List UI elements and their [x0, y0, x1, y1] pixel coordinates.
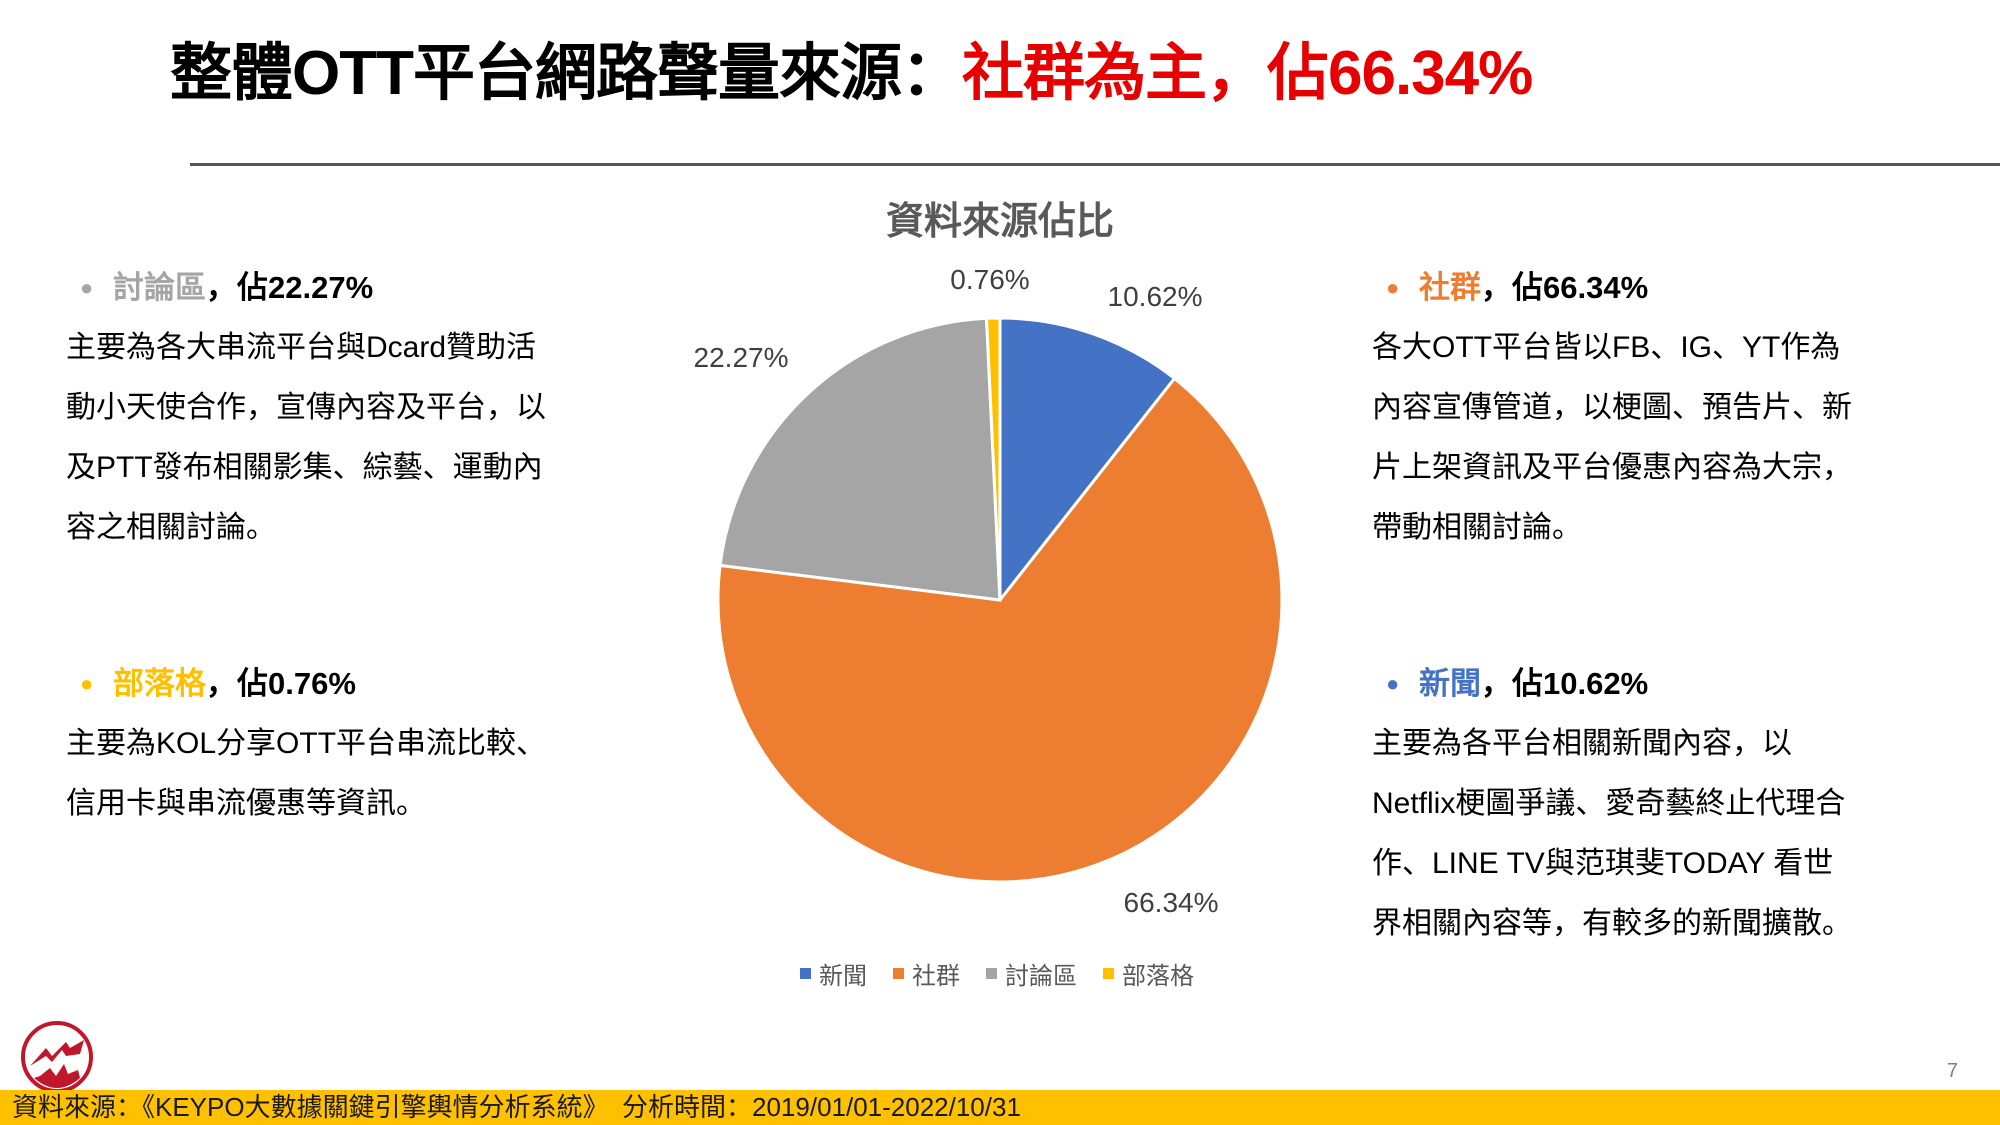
legend-swatch-icon [800, 967, 811, 979]
data-label-news: 10.62% [1107, 281, 1203, 312]
section-share: ，佔66.34% [1481, 270, 1649, 305]
legend-swatch-icon [893, 967, 904, 979]
data-label-social: 66.34% [1123, 887, 1219, 918]
chart-title: 資料來源佔比 [0, 190, 2000, 245]
section-blog: ● 部落格，佔0.76% 主要為KOL分享OTT平台串流比較、 信用卡與串流優惠… [66, 654, 626, 834]
legend-swatch-icon [1103, 967, 1114, 979]
data-label-forum: 22.27% [693, 342, 789, 373]
title-highlight: 社群為主，佔66.34% [961, 39, 1533, 108]
legend-swatch-icon [986, 967, 997, 979]
footer-period: 分析時間：2019/01/01-2022/10/31 [622, 1092, 1021, 1122]
pie-slice-forum[interactable] [718, 316, 1002, 602]
footer-bar: 資料來源：《KEYPO大數據關鍵引擎輿情分析系統》 分析時間：2019/01/0… [0, 1090, 2000, 1125]
data-label-blog: 0.76% [950, 264, 1030, 295]
chart-title-text: 資料來源佔比 [885, 201, 1114, 243]
pie-slice-news[interactable] [998, 316, 1177, 605]
section-share: ，佔22.27% [206, 270, 374, 305]
section-body: 主要為各大串流平台與Dcard贊助活 動小天使合作，宣傳內容及平台，以 及PTT… [66, 331, 546, 544]
section-heading: ● 討論區，佔22.27% [66, 258, 626, 318]
section-news: ● 新聞，佔10.62% 主要為各平台相關新聞內容，以 Netflix梗圖爭議、… [1372, 654, 1972, 954]
title-prefix: 整體OTT平台網路聲量來源： [170, 39, 963, 108]
legend-label: 社群 [912, 962, 960, 990]
section-share: ，佔0.76% [206, 666, 356, 701]
slide-title: 整體OTT平台網路聲量來源：社群為主，佔66.34% [170, 38, 1533, 110]
section-share: ，佔10.62% [1481, 666, 1649, 701]
legend-label: 討論區 [1005, 962, 1077, 990]
legend-label: 部落格 [1122, 962, 1194, 990]
bullet-dot-icon: ● [1386, 671, 1400, 696]
section-social: ● 社群，佔66.34% 各大OTT平台皆以FB、IG、YT作為 內容宣傳管道，… [1372, 258, 1932, 558]
pie-slice-social[interactable] [716, 376, 1284, 884]
pie-slice-blog[interactable] [984, 316, 1002, 601]
chart-legend: 新聞 社群 討論區 部落格 [800, 955, 1194, 991]
section-heading: ● 新聞，佔10.62% [1372, 654, 1972, 714]
footer-source: 資料來源：《KEYPO大數據關鍵引擎輿情分析系統》 [12, 1092, 609, 1122]
bullet-dot-icon: ● [80, 275, 94, 300]
section-label: 討論區 [113, 270, 206, 305]
keypo-logo-icon [21, 1021, 93, 1093]
legend-item-forum[interactable]: 討論區 [986, 956, 1077, 991]
bullet-dot-icon: ● [80, 671, 94, 696]
section-label: 社群 [1419, 270, 1481, 305]
section-heading: ● 社群，佔66.34% [1372, 258, 1932, 318]
section-body: 主要為各平台相關新聞內容，以 Netflix梗圖爭議、愛奇藝終止代理合 作、LI… [1372, 727, 1852, 940]
title-divider [190, 163, 2000, 166]
page-number: 7 [1946, 1060, 1958, 1082]
legend-item-news[interactable]: 新聞 [800, 956, 867, 991]
legend-item-blog[interactable]: 部落格 [1103, 956, 1194, 991]
legend-label: 新聞 [819, 962, 867, 990]
section-label: 新聞 [1419, 666, 1481, 701]
section-forum: ● 討論區，佔22.27% 主要為各大串流平台與Dcard贊助活 動小天使合作，… [66, 258, 626, 558]
bullet-dot-icon: ● [1386, 275, 1400, 300]
section-label: 部落格 [113, 666, 206, 701]
section-heading: ● 部落格，佔0.76% [66, 654, 626, 714]
section-body: 主要為KOL分享OTT平台串流比較、 信用卡與串流優惠等資訊。 [66, 727, 547, 820]
section-body: 各大OTT平台皆以FB、IG、YT作為 內容宣傳管道，以梗圖、預告片、新 片上架… [1372, 331, 1852, 544]
legend-item-social[interactable]: 社群 [893, 956, 960, 991]
